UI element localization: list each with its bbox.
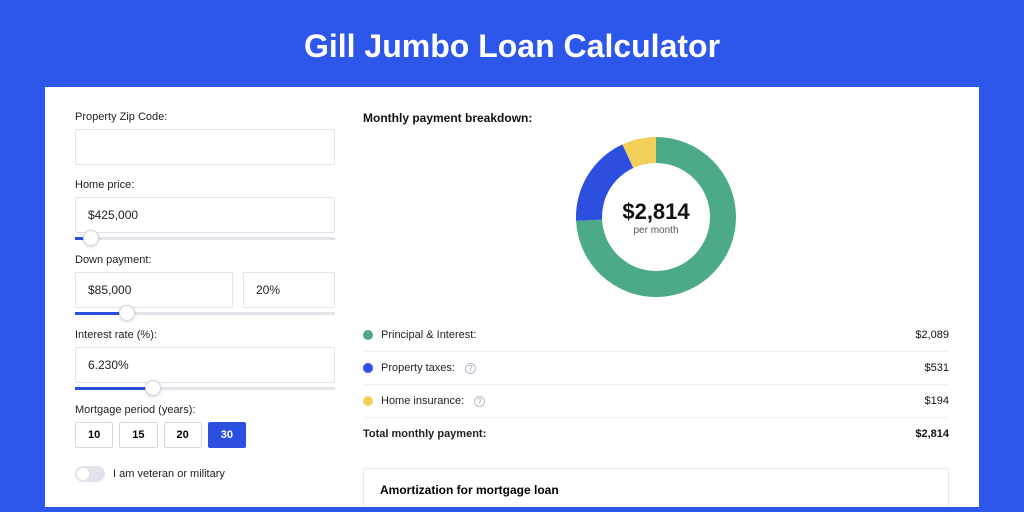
home-price-input[interactable]	[75, 197, 335, 233]
home-price-label: Home price:	[75, 179, 335, 191]
veteran-toggle-label: I am veteran or military	[113, 468, 225, 480]
amortization-card: Amortization for mortgage loan Amortizat…	[363, 468, 949, 507]
mortgage-period-option[interactable]: 30	[208, 422, 246, 448]
interest-rate-slider-fill	[75, 387, 153, 390]
calculator-card: Property Zip Code: Home price: Down paym…	[45, 87, 979, 507]
legend-row: Property taxes:? $531	[363, 352, 949, 385]
donut-container: $2,814 per month	[363, 137, 949, 297]
legend-label: Home insurance:	[381, 395, 464, 407]
home-price-slider[interactable]	[75, 237, 335, 240]
zip-label: Property Zip Code:	[75, 111, 335, 123]
legend-dot	[363, 330, 373, 340]
legend: Principal & Interest: $2,089 Property taxe…	[363, 319, 949, 418]
down-payment-field-group: Down payment:	[75, 254, 335, 315]
mortgage-period-options: 1015 2030	[75, 422, 335, 448]
mortgage-period-option[interactable]: 15	[119, 422, 157, 448]
mortgage-period-option[interactable]: 20	[164, 422, 202, 448]
zip-input[interactable]	[75, 129, 335, 165]
down-payment-slider-thumb[interactable]	[119, 305, 135, 321]
legend-row: Home insurance:? $194	[363, 385, 949, 418]
donut-sub: per month	[633, 225, 678, 236]
veteran-toggle-row: I am veteran or military	[75, 466, 335, 482]
home-price-slider-thumb[interactable]	[83, 230, 99, 246]
interest-rate-field-group: Interest rate (%):	[75, 329, 335, 390]
veteran-toggle-knob	[77, 468, 89, 480]
total-value: $2,814	[915, 428, 949, 440]
legend-row: Principal & Interest: $2,089	[363, 319, 949, 352]
donut-chart: $2,814 per month	[576, 137, 736, 297]
breakdown-title: Monthly payment breakdown:	[363, 111, 949, 125]
home-price-field-group: Home price:	[75, 179, 335, 240]
mortgage-period-field-group: Mortgage period (years): 1015 2030	[75, 404, 335, 448]
interest-rate-input[interactable]	[75, 347, 335, 383]
breakdown-column: Monthly payment breakdown: $2,814 per mo…	[363, 111, 949, 507]
legend-dot	[363, 396, 373, 406]
veteran-toggle[interactable]	[75, 466, 105, 482]
down-payment-percent-input[interactable]	[243, 272, 335, 308]
donut-center: $2,814 per month	[576, 137, 736, 297]
info-icon[interactable]: ?	[465, 363, 476, 374]
down-payment-amount-input[interactable]	[75, 272, 233, 308]
mortgage-period-label: Mortgage period (years):	[75, 404, 335, 416]
zip-field-group: Property Zip Code:	[75, 111, 335, 165]
total-label: Total monthly payment:	[363, 428, 486, 440]
interest-rate-label: Interest rate (%):	[75, 329, 335, 341]
down-payment-label: Down payment:	[75, 254, 335, 266]
donut-amount: $2,814	[622, 199, 689, 225]
amortization-title: Amortization for mortgage loan	[380, 483, 932, 497]
legend-label: Principal & Interest:	[381, 329, 476, 341]
interest-rate-slider-thumb[interactable]	[145, 380, 161, 396]
mortgage-period-option[interactable]: 10	[75, 422, 113, 448]
interest-rate-slider[interactable]	[75, 387, 335, 390]
legend-value: $2,089	[915, 329, 949, 341]
legend-dot	[363, 363, 373, 373]
legend-value: $531	[925, 362, 949, 374]
info-icon[interactable]: ?	[474, 396, 485, 407]
page-title: Gill Jumbo Loan Calculator	[0, 0, 1024, 87]
total-row: Total monthly payment: $2,814	[363, 418, 949, 450]
legend-value: $194	[925, 395, 949, 407]
down-payment-slider[interactable]	[75, 312, 335, 315]
legend-label: Property taxes:	[381, 362, 455, 374]
inputs-column: Property Zip Code: Home price: Down paym…	[75, 111, 335, 507]
